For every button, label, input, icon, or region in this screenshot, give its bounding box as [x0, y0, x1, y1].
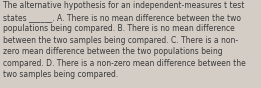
Text: The alternative hypothesis for an independent-measures t test
states ______. A. : The alternative hypothesis for an indepe…: [3, 1, 246, 79]
